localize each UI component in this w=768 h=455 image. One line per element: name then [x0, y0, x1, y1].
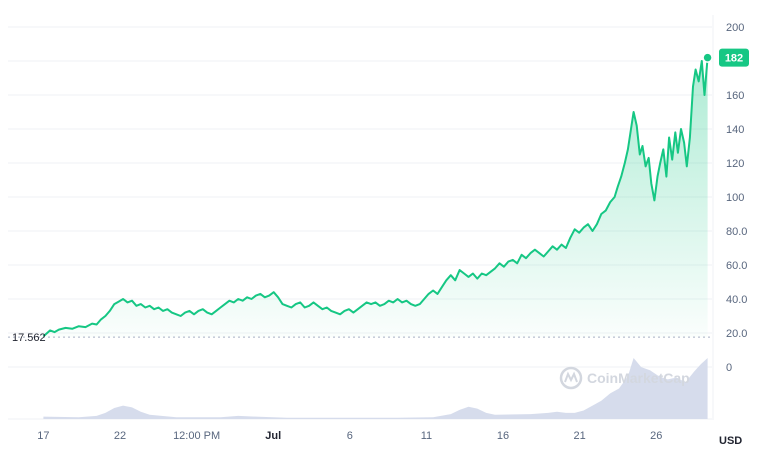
x-tick-label: 11: [421, 430, 432, 442]
baseline-label: 17.562: [12, 332, 46, 344]
coinmarketcap-logo-icon: [559, 366, 583, 390]
x-tick-label: 16: [497, 430, 509, 442]
x-tick-label: 12:00 PM: [173, 430, 220, 442]
last-price-dot: [702, 52, 713, 63]
last-price-label: 182: [725, 53, 743, 65]
y-tick-label: 120: [726, 158, 744, 170]
x-tick-label: 17: [37, 430, 49, 442]
volume-area: [43, 358, 708, 419]
watermark: CoinMarketCap: [559, 366, 690, 390]
baseline: 17.562: [8, 332, 712, 344]
x-axis: 17 22 12:00 PM Jul 6 11 16 21 26: [37, 430, 662, 442]
y-tick-label: 60.0: [726, 260, 747, 272]
y-tick-label: 140: [726, 124, 744, 136]
x-tick-label: 21: [573, 430, 585, 442]
y-tick-label: 20.0: [726, 328, 747, 340]
y-tick-label: 160: [726, 90, 744, 102]
x-tick-label: 26: [650, 430, 662, 442]
x-tick-label: Jul: [265, 430, 281, 442]
price-fill: [43, 57, 708, 338]
y-tick-label: 200: [726, 22, 744, 34]
x-tick-label: 22: [114, 430, 126, 442]
price-line: [42, 57, 709, 338]
y-axis: 020.040.060.080.0100120140160180200: [726, 22, 747, 374]
last-price: 182: [702, 48, 749, 67]
y-tick-label: 80.0: [726, 226, 747, 238]
y-tick-label: 40.0: [726, 294, 747, 306]
price-area: [42, 57, 709, 338]
volume-shape: [43, 358, 708, 419]
x-tick-label: 6: [347, 430, 353, 442]
watermark-text: CoinMarketCap: [587, 370, 690, 386]
last-price-badge: [719, 48, 749, 67]
y-tick-label: 100: [726, 192, 744, 204]
currency-label: USD: [719, 435, 742, 447]
y-tick-label: 0: [726, 362, 732, 374]
